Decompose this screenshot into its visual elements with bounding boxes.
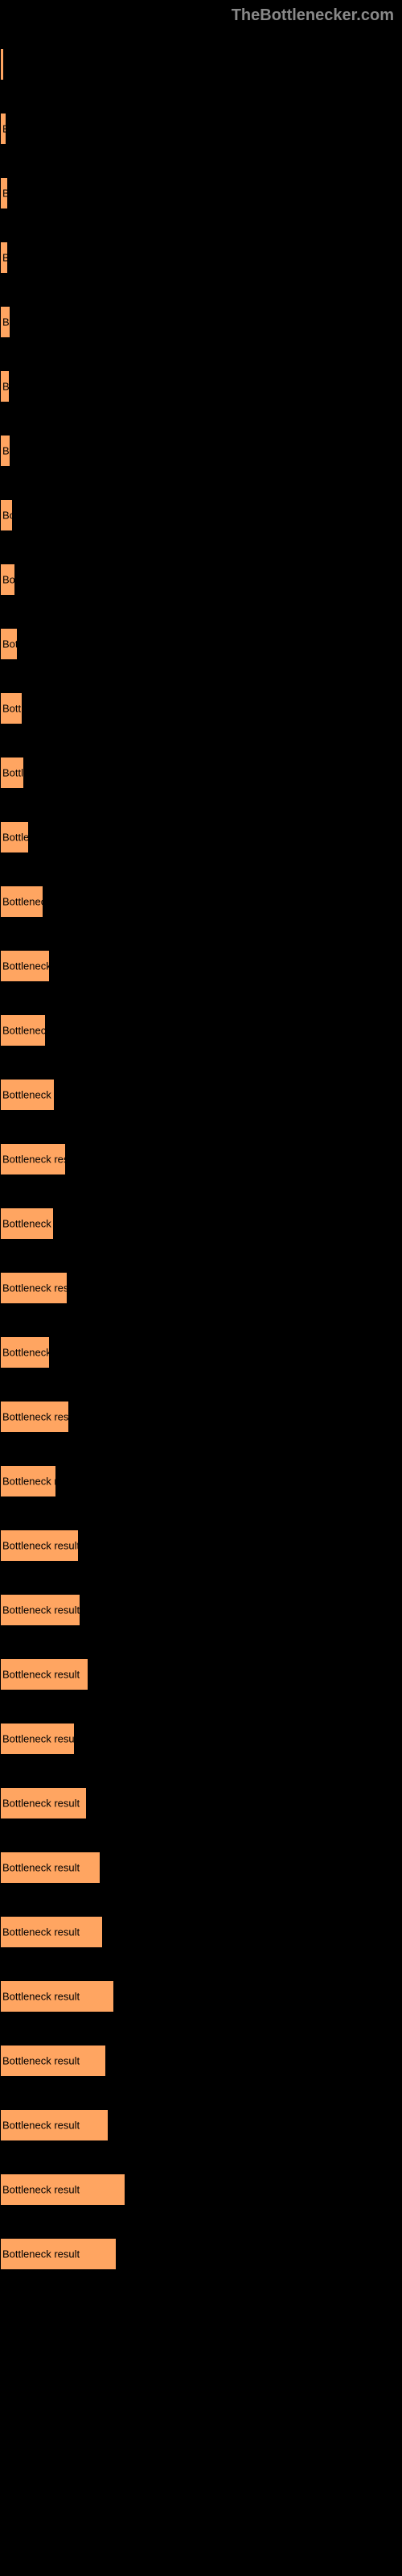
bar-label: Bottleneck result [2, 2055, 106, 2067]
bar-label: Bottleneck result [2, 1282, 68, 1294]
bar-label: Bottleneck result [2, 1991, 114, 2003]
bar-row: Bottleneck result [0, 370, 394, 402]
bar-label: Bottleneck result [2, 1476, 56, 1488]
bar-label: Bottleneck result [2, 1798, 87, 1810]
bar-label: Bottleneck result [2, 574, 15, 586]
bar-row: Bottleneck result [0, 1336, 394, 1368]
bar-row: Bottleneck result [0, 1208, 394, 1240]
bar-row: Bottleneck result [0, 1852, 394, 1884]
bar-label: Bottleneck result [2, 1669, 88, 1681]
bar-label: Bottleneck result [2, 2120, 109, 2132]
bar-label: Bottleneck result [2, 252, 8, 264]
bar-label: Bottleneck result [2, 960, 50, 972]
bar-row: Bottleneck result [0, 886, 394, 918]
bar-row: Bottleneck result [0, 1465, 394, 1497]
bar-row: Bottleneck result [0, 1658, 394, 1690]
bar-chart: Bottleneck result Bottleneck result Bottle… [0, 0, 402, 2270]
bar-label: Bottleneck result [2, 638, 18, 650]
bar-row: Bottleneck result [0, 1014, 394, 1046]
bar-row: Bottleneck result [0, 1530, 394, 1562]
bar-row: Bottleneck result [0, 1723, 394, 1755]
bar-row: Bottleneck result [0, 48, 394, 80]
bar-label: Bottleneck result [2, 2184, 125, 2196]
bar-row: Bottleneck result [0, 499, 394, 531]
bar-row: Bottleneck result [0, 435, 394, 467]
bar-label: Bottleneck result [2, 1862, 100, 1874]
bar-row: Bottleneck result [0, 2238, 394, 2270]
bar-row: Bottleneck result [0, 1272, 394, 1304]
bar-label: Bottleneck result [2, 123, 6, 135]
bar-label: Bottleneck result [2, 445, 10, 457]
bar-label: Bottleneck result [2, 1218, 54, 1230]
bar-label: Bottleneck result [2, 1154, 66, 1166]
bar-row: Bottleneck result [0, 1143, 394, 1175]
bar-row: Bottleneck result [0, 242, 394, 274]
bar-label: Bottleneck result [2, 2248, 117, 2260]
bar-row: Bottleneck result [0, 564, 394, 596]
bar-row: Bottleneck result [0, 2174, 394, 2206]
bar-row: Bottleneck result [0, 692, 394, 724]
bar-row: Bottleneck result [0, 950, 394, 982]
bar-label: Bottleneck result [2, 510, 13, 522]
bar-label: Bottleneck result [2, 1926, 103, 1938]
bar-label: Bottleneck result [2, 1025, 46, 1037]
bar-label: Bottleneck result [2, 1347, 50, 1359]
bar-label: Bottleneck result [2, 767, 24, 779]
bar-row: Bottleneck result [0, 1916, 394, 1948]
bar-row: Bottleneck result [0, 113, 394, 145]
bar-row: Bottleneck result [0, 306, 394, 338]
bar-row: Bottleneck result [0, 1787, 394, 1819]
bar-label: Bottleneck result [2, 381, 10, 393]
bar-row: Bottleneck result [0, 757, 394, 789]
bar-label: Bottleneck result [2, 188, 8, 200]
bar-label: Bottleneck result [2, 832, 29, 844]
bar-row: Bottleneck result [0, 1980, 394, 2013]
bar-label: Bottleneck result [2, 896, 43, 908]
bar-label: Bottleneck result [2, 1540, 79, 1552]
bar-label: Bottleneck result [2, 1604, 80, 1616]
bar-row: Bottleneck result [0, 2109, 394, 2141]
bar-row: Bottleneck result [0, 1401, 394, 1433]
bar-label: Bottleneck result [2, 1733, 75, 1745]
watermark-text: TheBottlenecker.com [232, 6, 394, 25]
bar-row: Bottleneck result [0, 1079, 394, 1111]
bar-row: Bottleneck result [0, 628, 394, 660]
bar-label: Bottleneck result [2, 1411, 69, 1423]
bar-label: Bottleneck result [2, 316, 10, 328]
bar-label: Bottleneck result [2, 703, 23, 715]
bar-row: Bottleneck result [0, 177, 394, 209]
bar-label: Bottleneck result [2, 59, 4, 71]
bar-label: Bottleneck result [2, 1089, 55, 1101]
bar-row: Bottleneck result [0, 1594, 394, 1626]
bar-row: Bottleneck result [0, 821, 394, 853]
bar-row: Bottleneck result [0, 2045, 394, 2077]
